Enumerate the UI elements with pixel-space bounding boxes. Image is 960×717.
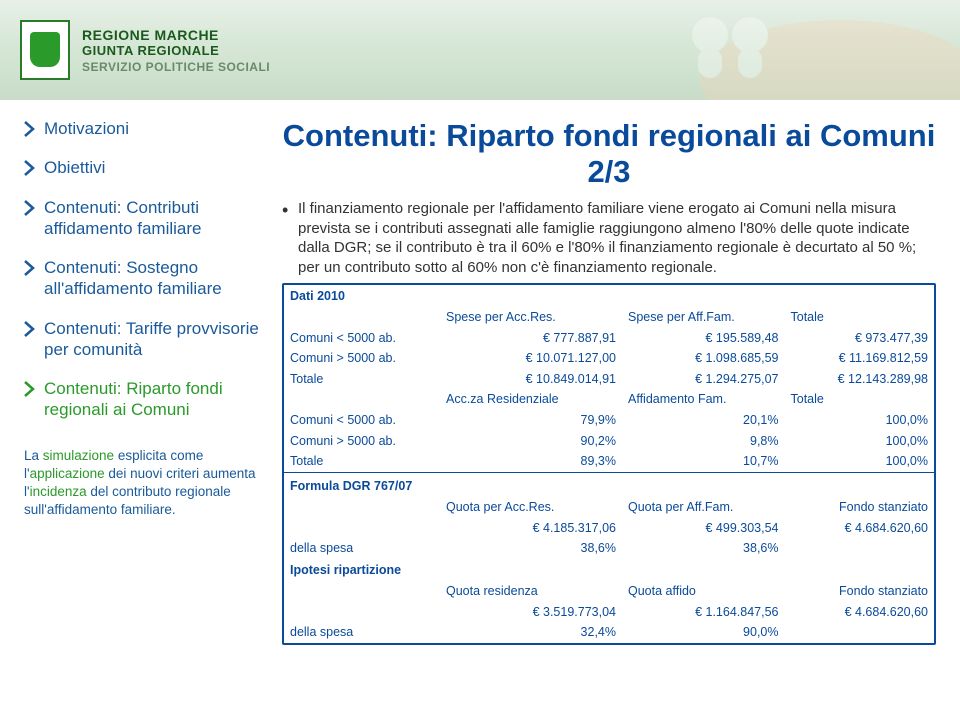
slide-title: Contenuti: Riparto fondi regionali ai Co… [282, 118, 936, 189]
section-label: Dati 2010 [284, 285, 440, 307]
section-label: Ipotesi ripartizione [284, 559, 440, 581]
table-row: Comuni < 5000 ab. 79,9% 20,1% 100,0% [284, 411, 934, 432]
main-panel: Contenuti: Riparto fondi regionali ai Co… [282, 118, 936, 703]
table-row: Comuni < 5000 ab. € 777.887,91 € 195.589… [284, 328, 934, 349]
nav-item-tariffe[interactable]: Contenuti: Tariffe provvisorie per comun… [24, 318, 264, 361]
sidebar: Motivazioni Obiettivi Contenuti: Contrib… [24, 118, 264, 703]
chevron-icon [24, 200, 36, 216]
chevron-icon [24, 121, 36, 137]
header: REGIONE MARCHE GIUNTA REGIONALE SERVIZIO… [0, 0, 960, 100]
table-row: Totale € 10.849.014,91 € 1.294.275,07 € … [284, 369, 934, 390]
col-header: Totale [785, 390, 935, 411]
col-header: Fondo stanziato [785, 498, 935, 519]
table-row: € 3.519.773,04 € 1.164.847,56 € 4.684.62… [284, 602, 934, 623]
chevron-icon [24, 260, 36, 276]
header-line1: REGIONE MARCHE [82, 27, 270, 43]
table-row: Totale 89,3% 10,7% 100,0% [284, 452, 934, 473]
table-header-row: Quota per Acc.Res. Quota per Aff.Fam. Fo… [284, 498, 934, 519]
nav-item-obiettivi[interactable]: Obiettivi [24, 157, 264, 178]
table-header-row: Spese per Acc.Res. Spese per Aff.Fam. To… [284, 307, 934, 328]
region-logo [20, 20, 70, 80]
col-header: Quota per Acc.Res. [440, 498, 622, 519]
nav-item-contributi[interactable]: Contenuti: Contributi affidamento famili… [24, 197, 264, 240]
col-header: Acc.za Residenziale [440, 390, 622, 411]
nav-label: Contenuti: Riparto fondi regionali ai Co… [44, 378, 264, 421]
col-header: Quota affido [622, 582, 785, 603]
data-tables: Dati 2010 Spese per Acc.Res. Spese per A… [282, 283, 936, 645]
header-line3: SERVIZIO POLITICHE SOCIALI [82, 60, 270, 74]
chevron-icon [24, 160, 36, 176]
table-dati-2010: Dati 2010 Spese per Acc.Res. Spese per A… [284, 285, 934, 643]
nav-label: Obiettivi [44, 157, 105, 178]
chevron-icon [24, 321, 36, 337]
col-header: Spese per Aff.Fam. [622, 307, 785, 328]
nav-item-riparto[interactable]: Contenuti: Riparto fondi regionali ai Co… [24, 378, 264, 421]
col-header: Fondo stanziato [785, 582, 935, 603]
header-text: REGIONE MARCHE GIUNTA REGIONALE SERVIZIO… [82, 27, 270, 74]
table-header-row: Acc.za Residenziale Affidamento Fam. Tot… [284, 390, 934, 411]
col-header: Quota residenza [440, 582, 622, 603]
col-header: Spese per Acc.Res. [440, 307, 622, 328]
header-line2: GIUNTA REGIONALE [82, 43, 270, 58]
nav-item-motivazioni[interactable]: Motivazioni [24, 118, 264, 139]
col-header: Quota per Aff.Fam. [622, 498, 785, 519]
col-header: Totale [785, 307, 935, 328]
table-header-row: Quota residenza Quota affido Fondo stanz… [284, 582, 934, 603]
nav-label: Contenuti: Sostegno all'affidamento fami… [44, 257, 264, 300]
bullet-paragraph: Il finanziamento regionale per l'affidam… [282, 199, 936, 277]
table-row: Comuni > 5000 ab. € 10.071.127,00 € 1.09… [284, 349, 934, 370]
content-area: Motivazioni Obiettivi Contenuti: Contrib… [0, 100, 960, 717]
nav-label: Contenuti: Contributi affidamento famili… [44, 197, 264, 240]
nav-item-sostegno[interactable]: Contenuti: Sostegno all'affidamento fami… [24, 257, 264, 300]
chevron-icon [24, 381, 36, 397]
table-row: della spesa 32,4% 90,0% [284, 623, 934, 644]
nav-label: Contenuti: Tariffe provvisorie per comun… [44, 318, 264, 361]
col-header: Affidamento Fam. [622, 390, 785, 411]
table-row: della spesa 38,6% 38,6% [284, 539, 934, 560]
table-row: Comuni > 5000 ab. 90,2% 9,8% 100,0% [284, 431, 934, 452]
table-row: € 4.185.317,06 € 499.303,54 € 4.684.620,… [284, 518, 934, 539]
sidebar-note: La simulazione esplicita come l'applicaz… [24, 447, 264, 520]
nav-label: Motivazioni [44, 118, 129, 139]
header-hands-graphic [580, 0, 960, 100]
section-label: Formula DGR 767/07 [284, 473, 440, 497]
